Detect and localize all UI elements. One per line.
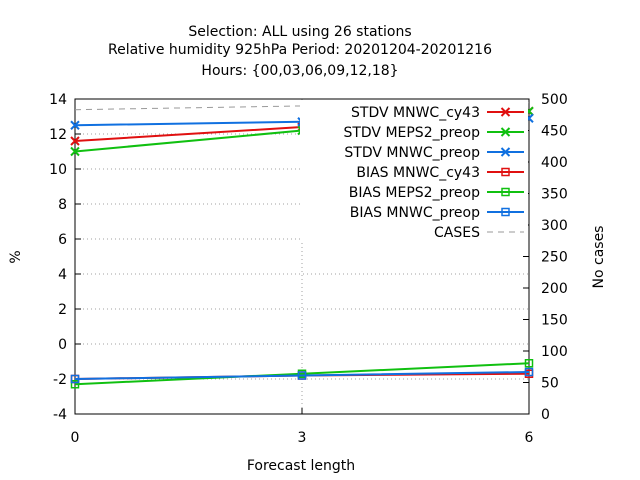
legend-label: BIAS MNWC_cy43 xyxy=(356,165,480,181)
legend-item: STDV MNWC_cy43 xyxy=(300,102,528,122)
y2-tick-label: 450 xyxy=(541,124,568,140)
data-point xyxy=(501,167,510,177)
chart-title: Selection: ALL using 26 stations Relativ… xyxy=(108,24,492,79)
legend-item: BIAS MNWC_preop xyxy=(300,202,528,222)
y2-tick-label: 350 xyxy=(541,187,568,203)
legend-background xyxy=(300,222,528,242)
legend-item: BIAS MEPS2_preop xyxy=(300,182,528,202)
data-point xyxy=(297,371,307,380)
y2-tick-label: 150 xyxy=(541,313,568,329)
legend-background xyxy=(300,142,528,162)
x-tick-label: 0 xyxy=(71,430,80,446)
series-bias-mnwc-preop xyxy=(70,367,534,384)
legend-background xyxy=(300,102,528,122)
data-point xyxy=(500,127,511,137)
axes xyxy=(74,98,530,415)
data-point xyxy=(500,147,511,157)
y2-tick-label: 200 xyxy=(541,281,568,297)
legend-background xyxy=(300,162,528,182)
y-tick-label: 12 xyxy=(49,127,67,143)
legend-item: BIAS MNWC_cy43 xyxy=(300,162,528,182)
title-line-1: Selection: ALL using 26 stations xyxy=(188,24,411,40)
legend-item: CASES xyxy=(300,222,528,242)
title-line-3: Hours: {00,03,06,09,12,18} xyxy=(201,63,398,79)
y2-axis-label: No cases xyxy=(591,226,607,289)
x-tick-label: 6 xyxy=(525,430,534,446)
legend-label: STDV MNWC_cy43 xyxy=(351,105,480,121)
data-point xyxy=(501,207,510,217)
series-line xyxy=(74,362,530,386)
data-point xyxy=(500,107,511,117)
y2-tick-label: 250 xyxy=(541,250,568,266)
series-line xyxy=(74,371,530,380)
legend-item: STDV MEPS2_preop xyxy=(300,122,528,142)
y-tick-label: 10 xyxy=(49,162,67,178)
y2-tick-label: 50 xyxy=(541,376,559,392)
legend-background xyxy=(300,182,528,202)
y-tick-label: 0 xyxy=(58,337,67,353)
data-point xyxy=(70,120,80,130)
y-tick-label: 14 xyxy=(49,92,67,108)
legend-background xyxy=(300,202,528,222)
data-point xyxy=(70,380,80,389)
y-tick-label: -4 xyxy=(53,407,67,423)
tick-labels: -4 -2 0 2 4 6 8 10 12 14 0 50 100 150 200 250 300 350 400 4… xyxy=(49,92,568,446)
x-axis-label: Forecast length xyxy=(247,458,355,474)
data-point xyxy=(70,146,80,157)
data-point xyxy=(524,367,534,377)
data-point xyxy=(524,359,534,368)
y-axis-label: % xyxy=(8,250,24,263)
y-tick-label: 2 xyxy=(58,302,67,318)
series-bias-meps2-preop xyxy=(70,359,534,389)
x-tick-label: 3 xyxy=(298,430,307,446)
title-line-2: Relative humidity 925hPa Period: 2020120… xyxy=(108,42,492,58)
y2-tick-label: 300 xyxy=(541,218,568,234)
legend-label: CASES xyxy=(434,225,480,241)
y2-tick-label: 0 xyxy=(541,407,550,423)
legend-label: STDV MNWC_preop xyxy=(344,145,480,161)
data-point xyxy=(70,374,80,384)
y-tick-label: 6 xyxy=(58,232,67,248)
legend-item: STDV MNWC_preop xyxy=(300,142,528,162)
legend-label: BIAS MEPS2_preop xyxy=(349,185,480,201)
y2-tick-label: 100 xyxy=(541,344,568,360)
y-tick-label: -2 xyxy=(53,372,67,388)
legend: STDV MNWC_cy43 STDV MEPS2_preop STDV MNWC_… xyxy=(300,102,528,242)
legend-label: STDV MEPS2_preop xyxy=(343,125,480,141)
legend-label: BIAS MNWC_preop xyxy=(350,205,480,221)
y2-tick-label: 500 xyxy=(541,92,568,108)
data-point xyxy=(501,187,510,197)
y-tick-label: 4 xyxy=(58,267,67,283)
y-tick-label: 8 xyxy=(58,197,67,213)
legend-background xyxy=(300,122,528,142)
y2-tick-label: 400 xyxy=(541,155,568,171)
data-point xyxy=(70,136,80,146)
